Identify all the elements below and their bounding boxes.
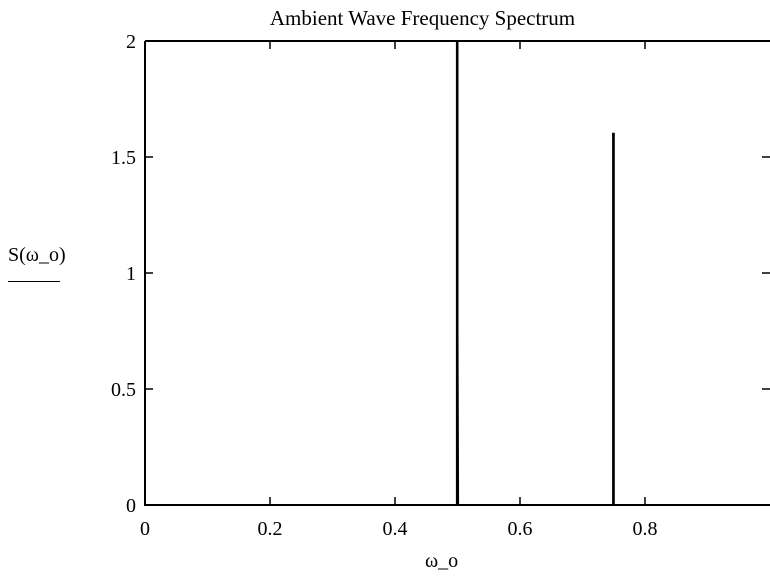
chart-title: Ambient Wave Frequency Spectrum [269,6,576,30]
y-tick-label: 0.5 [111,379,136,401]
y-tick-label: 1 [126,263,136,285]
x-tick-label: 0.8 [633,518,658,540]
series-layer [144,40,770,506]
x-axis-label: ω_o [425,550,459,572]
y-tick-label: 0 [126,495,136,517]
y-ticks: 0 0.5 1 1.5 2 [111,31,770,517]
x-tick-label: 0.2 [258,518,283,540]
y-axis-label: S(ω_o) [8,244,66,266]
x-tick-label: 0.4 [383,518,408,540]
x-ticks: 0 0.2 0.4 0.6 0.8 [140,41,658,540]
x-tick-label: 0 [140,518,150,540]
y-axis-label-rule [8,281,60,282]
x-tick-label: 0.6 [508,518,533,540]
y-tick-label: 2 [126,31,136,53]
y-tick-label: 1.5 [111,147,136,169]
spectrum-line [144,40,770,506]
